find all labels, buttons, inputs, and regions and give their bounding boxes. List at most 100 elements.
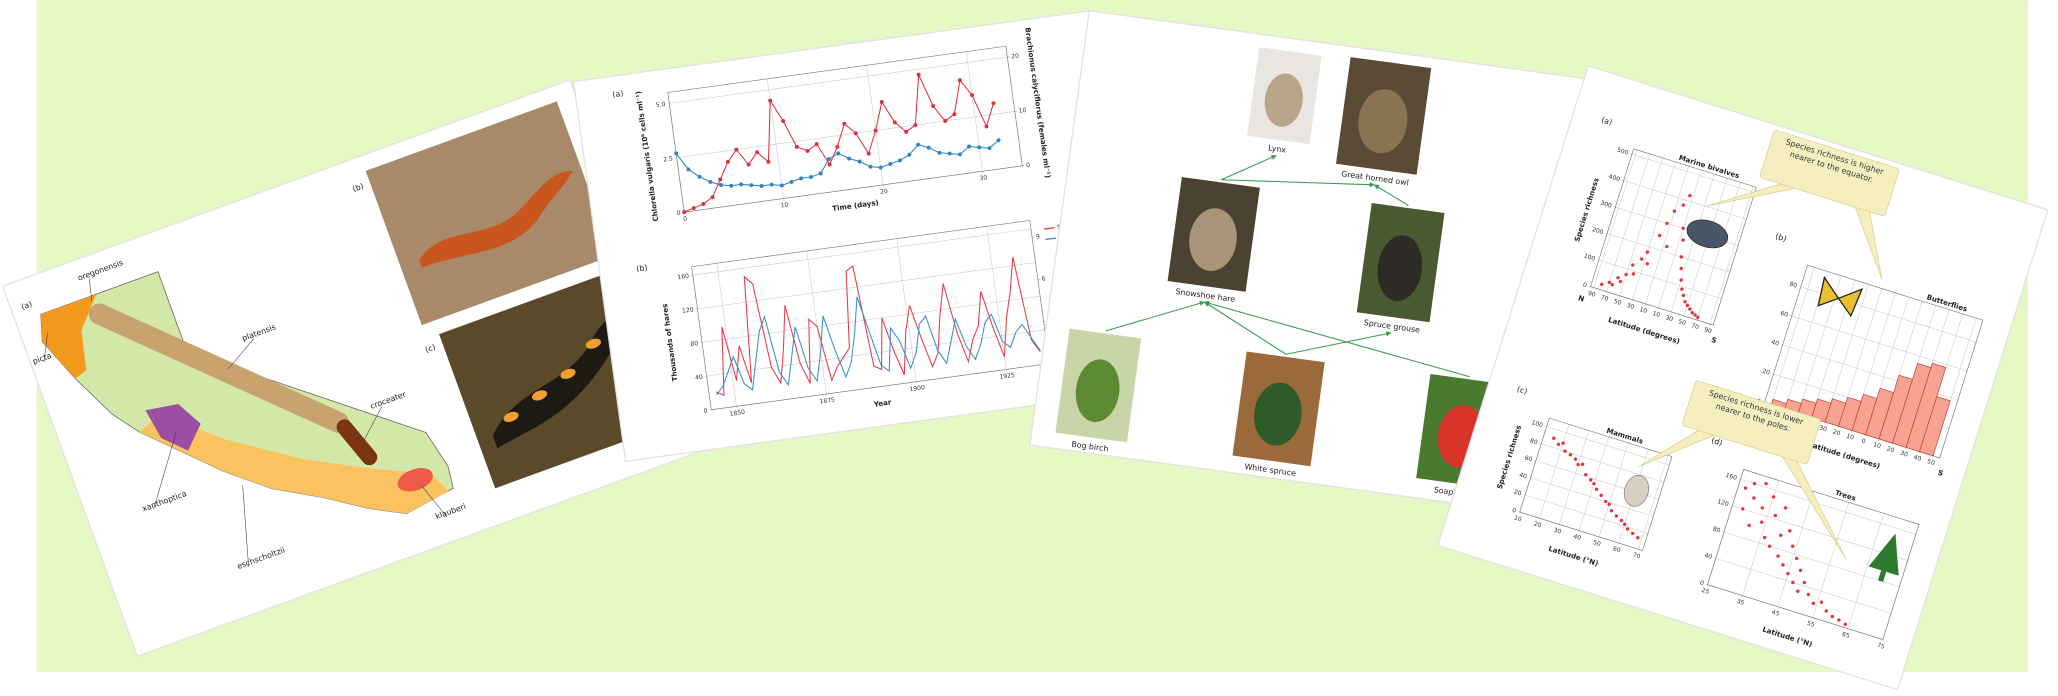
scatter-point xyxy=(1594,487,1599,491)
series-line xyxy=(715,256,1041,396)
x-axis-label: Year xyxy=(872,397,892,409)
scatter-point xyxy=(1679,278,1683,282)
scatter-point xyxy=(1672,209,1677,213)
y-tick-label: 300 xyxy=(1599,200,1612,210)
scatter-point xyxy=(1645,261,1650,266)
x-tick-label: 25 xyxy=(1701,587,1711,596)
scatter-point xyxy=(1767,544,1772,548)
scatter-point xyxy=(1630,531,1635,536)
x-tick-label: 30 xyxy=(979,174,988,182)
x-tick-label: 1875 xyxy=(819,396,835,405)
grid-line xyxy=(986,226,1007,372)
series-point xyxy=(868,164,873,169)
food-web-arrow xyxy=(1105,300,1205,332)
scatter-point xyxy=(1830,614,1835,619)
y-tick-label: 20 xyxy=(1761,368,1771,377)
series-point xyxy=(897,158,902,163)
x-tick-label: 30 xyxy=(1664,314,1674,323)
scatter-point xyxy=(1811,601,1816,606)
butterfly-icon xyxy=(1817,275,1864,318)
scatter-point xyxy=(1631,263,1635,267)
y-tick-label: 500 xyxy=(1616,147,1629,157)
x-tick-label: 90 xyxy=(1703,326,1713,335)
scatter-point xyxy=(1616,276,1620,280)
scatter-point xyxy=(1824,609,1829,613)
scatter-point xyxy=(1679,255,1684,259)
x-tick-label: 1925 xyxy=(999,372,1015,381)
panel-label: (b) xyxy=(1774,232,1787,244)
panel-label: (a) xyxy=(20,299,33,311)
y-tick-label: 2.5 xyxy=(663,155,674,163)
x-tick-label: 50 xyxy=(1926,458,1936,467)
leader-line xyxy=(228,338,254,370)
scatter-point xyxy=(1762,535,1767,540)
scatter-point xyxy=(1688,193,1692,198)
scatter-point xyxy=(1665,244,1669,249)
series-point xyxy=(768,98,773,103)
series-point xyxy=(970,93,975,98)
scatter-point xyxy=(1679,266,1683,271)
grid-line xyxy=(1811,502,1850,620)
scatter-point xyxy=(1622,522,1627,526)
x-tick-label: 50 xyxy=(1592,539,1602,548)
scatter-point xyxy=(1806,592,1811,597)
series-point xyxy=(947,151,952,156)
y-tick-label: 160 xyxy=(677,273,689,282)
south-label: S xyxy=(1710,335,1718,345)
series-point xyxy=(878,165,883,170)
rabbit-icon xyxy=(1623,475,1650,507)
x-tick-label: 75 xyxy=(1876,642,1886,651)
range-croceater xyxy=(336,419,378,466)
grid-line xyxy=(690,228,1031,276)
grid-line xyxy=(1722,531,1900,588)
x-tick-label: 20 xyxy=(1886,445,1896,454)
grid-line xyxy=(1683,178,1728,318)
scatter-point xyxy=(1741,507,1745,511)
grid-line xyxy=(1770,267,1815,408)
scatter-point xyxy=(1802,580,1807,585)
plot-frame xyxy=(1519,417,1673,551)
grid-line xyxy=(965,51,984,174)
scatter-point xyxy=(1610,283,1615,287)
grid-line xyxy=(1657,170,1702,310)
scatter-point xyxy=(1607,280,1612,285)
scatter-point xyxy=(1573,457,1578,461)
x-tick-label: 40 xyxy=(1572,533,1582,542)
y2-tick-label: 0 xyxy=(1026,162,1031,169)
series-point xyxy=(755,150,759,155)
shell-icon xyxy=(1686,219,1729,249)
series-point xyxy=(907,152,912,157)
grid-line xyxy=(667,56,1008,104)
grid-line xyxy=(1696,182,1741,322)
series-point xyxy=(794,144,799,149)
y-tick-label: 0 xyxy=(1699,579,1705,587)
series-point xyxy=(725,159,730,164)
grid-line xyxy=(1596,259,1722,299)
series-point xyxy=(926,145,931,150)
scatter-point xyxy=(1681,203,1686,207)
photo-subject xyxy=(1189,208,1237,271)
series-point xyxy=(836,151,841,156)
y2-tick-label: 9 xyxy=(1036,233,1041,240)
x-tick-label: 55 xyxy=(1806,620,1816,629)
salamander-spot xyxy=(503,411,519,422)
series-point xyxy=(937,150,942,155)
photo xyxy=(365,101,613,326)
series-point xyxy=(842,121,847,126)
grid-line xyxy=(1592,149,1638,290)
scatter-point xyxy=(1790,544,1795,548)
scatter-point xyxy=(1681,293,1686,298)
series-point xyxy=(818,171,823,176)
series-point xyxy=(957,78,962,83)
grid-line xyxy=(1713,557,1892,614)
legend-swatch xyxy=(1045,237,1057,241)
histogram-bar xyxy=(1919,396,1951,457)
grid-line xyxy=(1670,174,1715,314)
series-point xyxy=(769,182,774,187)
y2-tick-label: 6 xyxy=(1041,275,1046,282)
scatter-point xyxy=(1837,618,1841,622)
y2-tick-label: 20 xyxy=(1011,52,1020,60)
scatter-point xyxy=(1760,506,1765,510)
grid-line xyxy=(1538,424,1570,521)
